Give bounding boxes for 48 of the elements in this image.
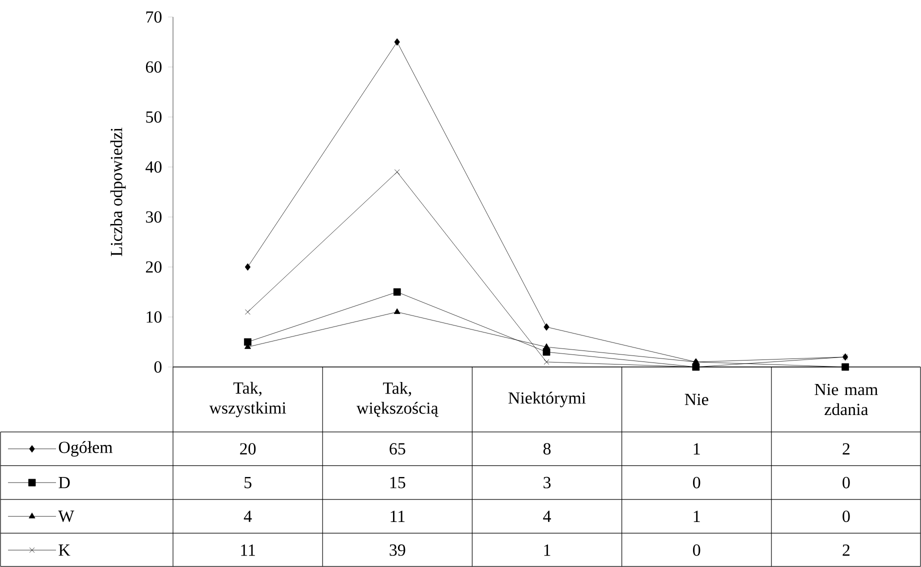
data-label: 8 xyxy=(543,443,551,455)
data-label: 65 xyxy=(390,443,406,455)
data-label: 0 xyxy=(693,476,700,488)
y-tick-label: 70 xyxy=(146,11,162,23)
data-label: 39 xyxy=(390,544,406,556)
point xyxy=(393,288,401,296)
data-label: 4 xyxy=(244,510,252,522)
y-tick-label: 40 xyxy=(146,161,162,173)
data-label: 15 xyxy=(390,476,406,488)
data-label: 11 xyxy=(390,510,405,522)
data-label: 0 xyxy=(693,544,700,556)
x-tick-label: Nie xyxy=(684,394,708,406)
data-label: 1 xyxy=(544,544,550,556)
data-label: 5 xyxy=(244,476,252,488)
y-tick-label: 10 xyxy=(146,311,162,323)
legend-label: D xyxy=(58,477,70,488)
data-label: 0 xyxy=(842,510,850,522)
data-label: 2 xyxy=(842,443,850,454)
legend-label: K xyxy=(58,544,70,556)
point xyxy=(544,323,550,331)
y-axis-title: Liczba odpowiedzi xyxy=(110,128,126,256)
x-tick-label: Nie mam zdania xyxy=(814,384,878,416)
y-tick-label: 30 xyxy=(146,211,162,223)
data-label: 2 xyxy=(842,544,850,556)
y-tick-label: 50 xyxy=(146,111,162,123)
y-tick-label: 60 xyxy=(146,61,162,73)
data-label: 20 xyxy=(240,443,256,455)
legend-label: Ogółem xyxy=(58,441,113,457)
data-label: 0 xyxy=(842,476,850,488)
point xyxy=(394,38,400,46)
x-tick-label: Tak, wszystkimi xyxy=(209,382,286,418)
data-label: 1 xyxy=(694,510,700,522)
data-label: 3 xyxy=(544,476,551,488)
point xyxy=(244,338,252,346)
legend-label: W xyxy=(58,510,74,522)
point xyxy=(244,263,251,271)
point xyxy=(542,348,550,356)
data-label: 1 xyxy=(694,443,700,454)
x-tick-label: Niektórymi xyxy=(508,392,586,408)
y-tick-label: 0 xyxy=(154,361,162,373)
y-tick-label: 20 xyxy=(146,261,162,273)
point xyxy=(245,309,250,315)
x-tick-label: Tak, większością xyxy=(356,382,438,417)
point xyxy=(394,169,400,175)
data-label: 4 xyxy=(543,510,551,522)
point xyxy=(394,308,400,314)
point xyxy=(544,359,550,365)
data-label: 11 xyxy=(241,544,255,556)
